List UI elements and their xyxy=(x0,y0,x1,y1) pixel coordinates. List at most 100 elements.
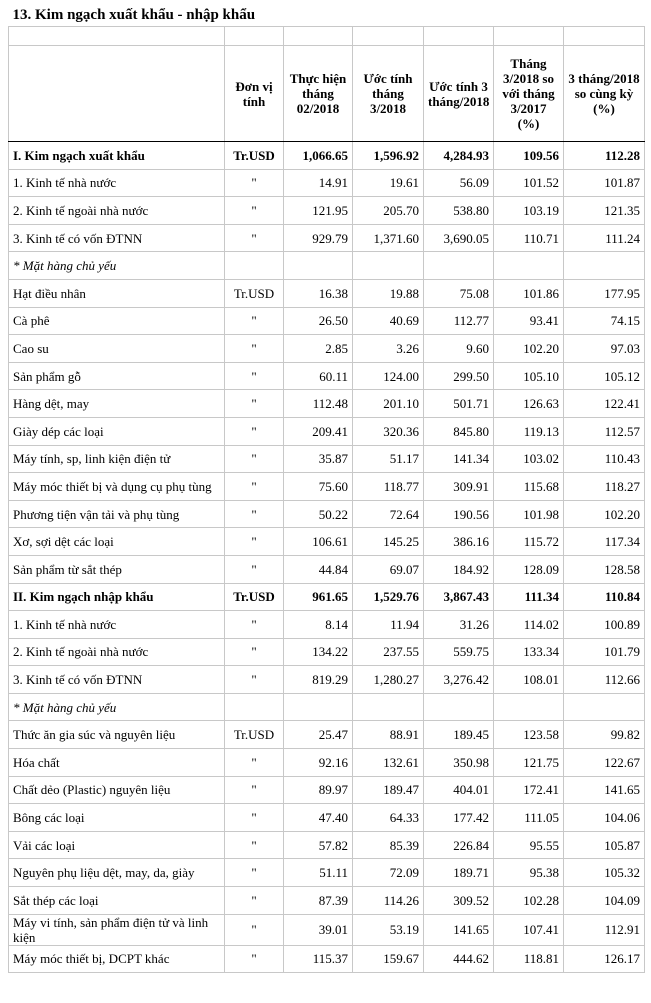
value-cell: 209.41 xyxy=(283,416,353,446)
value-cell: 101.52 xyxy=(493,168,564,198)
value-cell: 102.20 xyxy=(562,499,646,529)
value-cell: 961.65 xyxy=(283,582,353,612)
value-cell: 559.75 xyxy=(423,637,494,667)
unit-cell: " xyxy=(224,416,284,446)
value-cell: 105.12 xyxy=(562,361,646,391)
value-cell: 159.67 xyxy=(352,944,424,974)
value-cell: 105.10 xyxy=(493,361,564,391)
table-row: Giày dép các loại " 209.41 320.36 845.80 119.… xyxy=(8,416,646,446)
row-label: 1. Kinh tế nhà nước xyxy=(8,168,225,198)
unit-cell: " xyxy=(224,306,284,336)
value-cell: 51.11 xyxy=(283,858,353,888)
value-cell: 3,690.05 xyxy=(423,223,494,253)
value-cell: 1,529.76 xyxy=(352,582,424,612)
value-cell: 111.05 xyxy=(493,803,564,832)
row-label: 2. Kinh tế ngoài nhà nước xyxy=(8,196,225,225)
value-cell: 309.52 xyxy=(423,886,494,915)
value-cell: 72.64 xyxy=(352,499,424,529)
value-cell: 189.71 xyxy=(423,858,494,888)
value-cell: 106.61 xyxy=(283,527,353,556)
table-row: Cao su " 2.85 3.26 9.60 102.20 97.03 xyxy=(8,334,646,363)
row-label: Hóa chất xyxy=(8,748,225,777)
value-cell: 177.95 xyxy=(562,278,646,308)
unit-cell: " xyxy=(224,554,284,584)
table-row: 2. Kinh tế ngoài nhà nước " 134.22 237.55 55… xyxy=(8,637,646,667)
table-row: Sản phẩm gỗ " 60.11 124.00 299.50 105.10 105.1… xyxy=(8,361,646,391)
value-cell: 538.80 xyxy=(423,196,494,225)
unit-cell: " xyxy=(224,637,284,667)
row-label: Máy móc thiết bị, DCPT khác xyxy=(8,944,225,974)
empty-cell xyxy=(283,251,353,280)
table-row: Sản phẩm từ sắt thép " 44.84 69.07 184.92 128… xyxy=(8,554,646,584)
value-cell: 145.25 xyxy=(352,527,424,556)
row-label: Cao su xyxy=(8,334,225,363)
value-cell: 132.61 xyxy=(352,748,424,777)
value-cell: 237.55 xyxy=(352,637,424,667)
unit-cell: " xyxy=(224,361,284,391)
header-cell: Tháng 3/2018 so với tháng 3/2017 (%) xyxy=(493,45,564,142)
value-cell: 1,280.27 xyxy=(352,665,424,694)
value-cell: 60.11 xyxy=(283,361,353,391)
value-cell: 69.07 xyxy=(352,554,424,584)
value-cell: 320.36 xyxy=(352,416,424,446)
value-cell: 119.13 xyxy=(493,416,564,446)
table-row: Máy móc thiết bị, DCPT khác " 115.37 159.67… xyxy=(8,944,646,974)
row-label: Sản phẩm gỗ xyxy=(8,361,225,391)
header-cell: Ước tính tháng 3/2018 xyxy=(352,45,424,142)
table-row: II. Kim ngạch nhập khẩu Tr.USD 961.65 1,529… xyxy=(8,582,646,612)
table-row: 3. Kinh tế có vốn ĐTNN " 929.79 1,371.60 3,6… xyxy=(8,223,646,253)
value-cell: 309.91 xyxy=(423,472,494,501)
value-cell: 3,867.43 xyxy=(423,582,494,612)
value-cell: 85.39 xyxy=(352,830,424,860)
value-cell: 226.84 xyxy=(423,830,494,860)
trade-table: 13. Kim ngạch xuất khẩu - nhập khẩu Đơn … xyxy=(8,4,646,974)
unit-cell: Tr.USD xyxy=(224,582,284,612)
value-cell: 47.40 xyxy=(283,803,353,832)
value-cell: 114.02 xyxy=(493,610,564,639)
value-cell: 88.91 xyxy=(352,720,424,750)
unit-cell: " xyxy=(224,944,284,974)
value-cell: 124.00 xyxy=(352,361,424,391)
value-cell: 201.10 xyxy=(352,389,424,418)
row-label: Máy tính, sp, linh kiện điện tử xyxy=(8,444,225,474)
value-cell: 1,596.92 xyxy=(352,141,424,170)
unit-cell: " xyxy=(224,775,284,805)
empty-cell xyxy=(493,692,564,722)
value-cell: 108.01 xyxy=(493,665,564,694)
value-cell: 104.06 xyxy=(562,803,646,832)
value-cell: 4,284.93 xyxy=(423,141,494,170)
value-cell: 50.22 xyxy=(283,499,353,529)
unit-cell: " xyxy=(224,389,284,418)
unit-cell: " xyxy=(224,610,284,639)
value-cell: 51.17 xyxy=(352,444,424,474)
value-cell: 121.95 xyxy=(283,196,353,225)
value-cell: 14.91 xyxy=(283,168,353,198)
value-cell: 8.14 xyxy=(283,610,353,639)
table-row: I. Kim ngạch xuất khẩu Tr.USD 1,066.65 1,59… xyxy=(8,141,646,170)
table-row: Chất dẻo (Plastic) nguyên liệu " 89.97 189.… xyxy=(8,775,646,805)
value-cell: 117.34 xyxy=(562,527,646,556)
value-cell: 112.66 xyxy=(562,665,646,694)
table-row: Hóa chất " 92.16 132.61 350.98 121.75 122.67 xyxy=(8,748,646,777)
unit-cell: Tr.USD xyxy=(224,720,284,750)
table-row: Nguyên phụ liệu dệt, may, da, giày " 51.11… xyxy=(8,858,646,888)
row-label: Xơ, sợi dệt các loại xyxy=(8,527,225,556)
value-cell: 25.47 xyxy=(283,720,353,750)
value-cell: 112.91 xyxy=(562,913,646,946)
value-cell: 133.34 xyxy=(493,637,564,667)
value-cell: 3,276.42 xyxy=(423,665,494,694)
header-cell: Thực hiện tháng 02/2018 xyxy=(283,45,353,142)
row-label: I. Kim ngạch xuất khẩu xyxy=(8,141,225,170)
value-cell: 101.98 xyxy=(493,499,564,529)
table-row: Hạt điều nhân Tr.USD 16.38 19.88 75.08 101.86… xyxy=(8,278,646,308)
header-cell: 3 tháng/2018 so cùng kỳ (%) xyxy=(562,45,646,142)
unit-cell: Tr.USD xyxy=(224,141,284,170)
table-row: Bông các loại " 47.40 64.33 177.42 111.05 104.… xyxy=(8,803,646,832)
table-row: Vải các loại " 57.82 85.39 226.84 95.55 105.87 xyxy=(8,830,646,860)
value-cell: 118.77 xyxy=(352,472,424,501)
value-cell: 122.41 xyxy=(562,389,646,418)
value-cell: 3.26 xyxy=(352,334,424,363)
table-row: 3. Kinh tế có vốn ĐTNN " 819.29 1,280.27 3,2… xyxy=(8,665,646,694)
value-cell: 39.01 xyxy=(283,913,353,946)
value-cell: 115.72 xyxy=(493,527,564,556)
